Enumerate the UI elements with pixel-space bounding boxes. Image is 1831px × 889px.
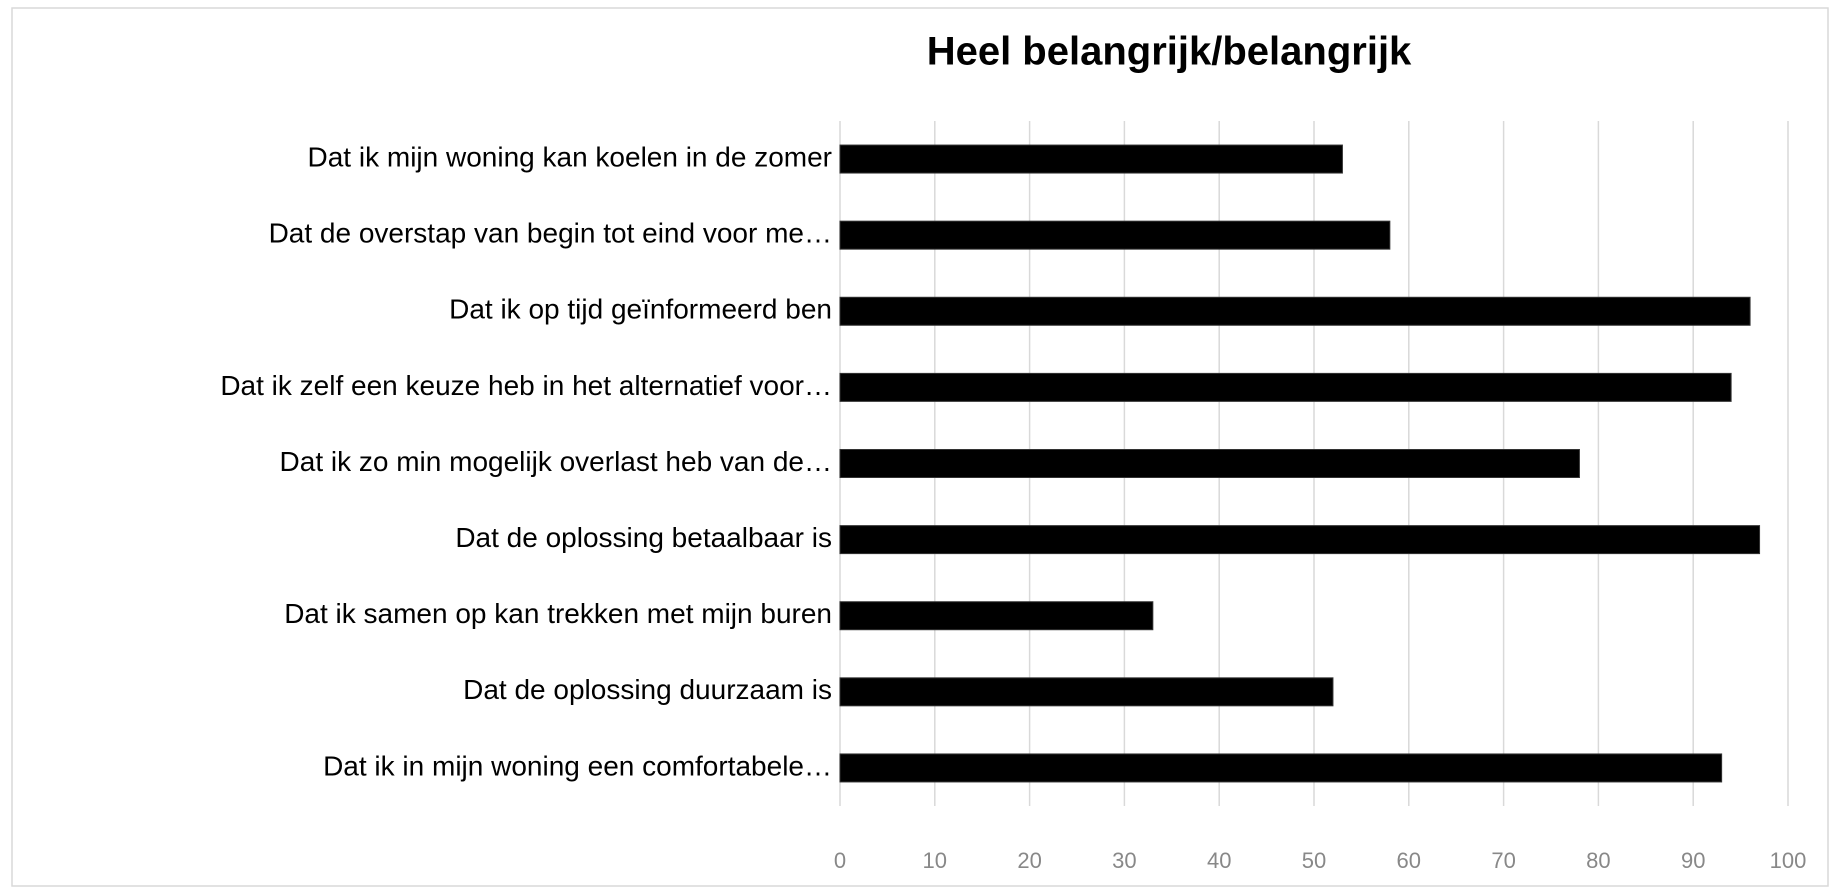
x-tick-label: 20 [1017, 848, 1041, 873]
bar [839, 753, 1723, 783]
x-tick-label: 40 [1207, 848, 1231, 873]
y-tick-label: Dat ik op tijd geïnformeerd ben [449, 294, 832, 325]
x-tick-label: 70 [1491, 848, 1515, 873]
y-tick-label: Dat de overstap van begin tot eind voor … [269, 218, 832, 249]
bar [839, 525, 1761, 555]
bar [839, 296, 1751, 326]
x-tick-label: 50 [1302, 848, 1326, 873]
x-tick-label: 80 [1586, 848, 1610, 873]
y-tick-label: Dat ik zo min mogelijk overlast heb van … [280, 446, 832, 477]
x-tick-label: 0 [834, 848, 846, 873]
y-tick-label: Dat de oplossing betaalbaar is [455, 522, 832, 553]
y-tick-label: Dat ik zelf een keuze heb in het alterna… [220, 370, 832, 401]
x-tick-label: 100 [1770, 848, 1807, 873]
y-tick-label: Dat ik samen op kan trekken met mijn bur… [284, 598, 832, 629]
bar [839, 677, 1334, 707]
y-tick-label: Dat ik mijn woning kan koelen in de zome… [308, 141, 832, 172]
x-tick-label: 10 [923, 848, 947, 873]
y-tick-label: Dat ik in mijn woning een comfortabele… [323, 750, 832, 781]
bar [839, 372, 1732, 402]
x-tick-label: 30 [1112, 848, 1136, 873]
bar [839, 220, 1391, 250]
chart-title: Heel belangrijk/belangrijk [927, 30, 1412, 74]
bar [839, 449, 1580, 478]
x-tick-label: 90 [1681, 848, 1705, 873]
bar [839, 144, 1343, 174]
y-tick-label: Dat de oplossing duurzaam is [463, 674, 832, 705]
x-tick-label: 60 [1397, 848, 1421, 873]
bar [839, 601, 1154, 631]
